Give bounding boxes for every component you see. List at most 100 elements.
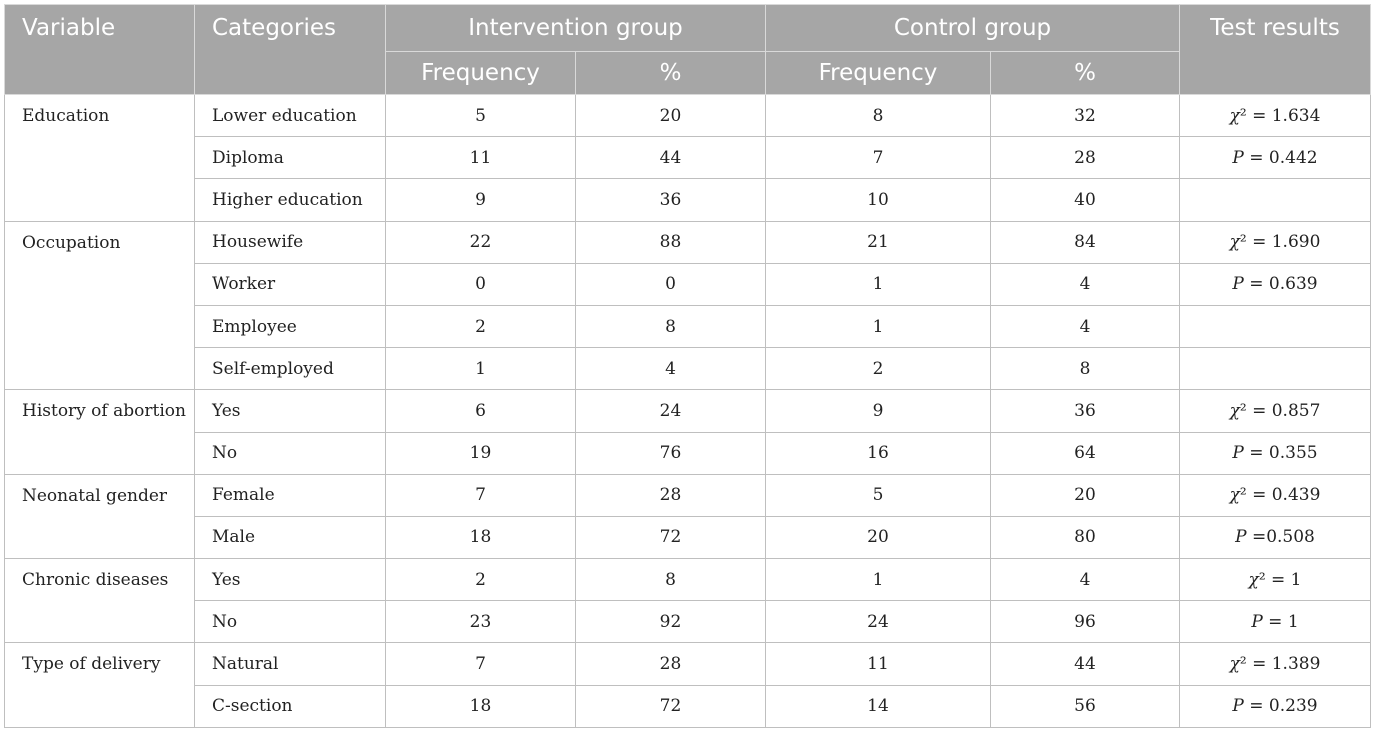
variable-cell: Occupation: [4, 220, 195, 391]
variable-cell: Type of delivery: [4, 642, 195, 728]
control-frequency-cell: 2: [765, 347, 991, 391]
control-percent-cell: 64: [990, 431, 1180, 475]
intervention-percent-cell: 44: [575, 136, 766, 180]
header-control-percent: %: [990, 51, 1180, 95]
control-percent-cell: 32: [990, 93, 1180, 138]
intervention-frequency-cell: 0: [385, 262, 576, 306]
variable-cell: Education: [4, 94, 195, 222]
test-result-cell: [1179, 347, 1371, 391]
control-frequency-cell: 1: [765, 558, 991, 602]
intervention-percent-cell: 88: [575, 220, 766, 264]
test-result-cell: [1179, 178, 1371, 222]
control-percent-cell: 8: [990, 347, 1180, 391]
intervention-percent-cell: 28: [575, 473, 766, 517]
category-cell: Yes: [194, 389, 386, 433]
header-intervention-frequency: Frequency: [385, 51, 576, 95]
category-cell: Housewife: [194, 220, 386, 264]
control-percent-cell: 40: [990, 178, 1180, 222]
header-control-group: Control group: [765, 4, 1180, 52]
category-cell: Lower education: [194, 93, 386, 138]
test-result-cell: χ² = 1: [1179, 558, 1371, 602]
control-percent-cell: 84: [990, 220, 1180, 264]
control-frequency-cell: 20: [765, 515, 991, 560]
table-row: Worker 0 0 1 4 P = 0.639: [5, 262, 1371, 306]
category-cell: No: [194, 431, 386, 475]
intervention-percent-cell: 8: [575, 558, 766, 602]
intervention-frequency-cell: 2: [385, 304, 576, 349]
variable-cell: Chronic diseases: [4, 558, 195, 644]
control-percent-cell: 80: [990, 515, 1180, 560]
intervention-percent-cell: 20: [575, 93, 766, 138]
test-result-cell: P = 0.239: [1179, 684, 1371, 728]
table-row: Occupation Housewife 22 88 21 84 χ² = 1.690: [4, 220, 1371, 391]
header-test-results: Test results: [1179, 4, 1371, 95]
control-frequency-cell: 10: [765, 178, 991, 222]
table-row: Self-employed 1 4 2 8: [5, 347, 1371, 391]
test-result-cell: χ² = 0.439: [1179, 473, 1371, 517]
control-percent-cell: 96: [990, 600, 1180, 644]
intervention-frequency-cell: 18: [385, 515, 576, 560]
test-result-cell: χ² = 1.690: [1179, 220, 1371, 264]
intervention-frequency-cell: 18: [385, 684, 576, 728]
intervention-percent-cell: 28: [575, 642, 766, 686]
category-cell: Diploma: [194, 136, 386, 180]
table-row: Male 18 72 20 80 P =0.508: [5, 515, 1371, 560]
control-percent-cell: 36: [990, 389, 1180, 433]
intervention-percent-cell: 92: [575, 600, 766, 644]
intervention-frequency-cell: 11: [385, 136, 576, 180]
control-frequency-cell: 7: [765, 136, 991, 180]
intervention-frequency-cell: 22: [385, 220, 576, 264]
control-frequency-cell: 21: [765, 220, 991, 264]
table-container: Variable Categories Intervention group C…: [4, 4, 1371, 728]
header-intervention-percent: %: [575, 51, 766, 95]
intervention-percent-cell: 36: [575, 178, 766, 222]
intervention-percent-cell: 24: [575, 389, 766, 433]
control-percent-cell: 56: [990, 684, 1180, 728]
test-result-cell: χ² = 1.389: [1179, 642, 1371, 686]
control-percent-cell: 28: [990, 136, 1180, 180]
control-percent-cell: 4: [990, 558, 1180, 602]
test-result-cell: [1179, 304, 1371, 349]
category-cell: C-section: [194, 684, 386, 728]
category-cell: Natural: [194, 642, 386, 686]
control-frequency-cell: 16: [765, 431, 991, 475]
intervention-frequency-cell: 5: [385, 93, 576, 138]
category-cell: Self-employed: [194, 347, 386, 391]
table-row: Education Lower education 5 20 8 32 χ² = 1.634: [4, 93, 1371, 222]
table-header: Variable Categories Intervention group C…: [4, 4, 1371, 95]
control-frequency-cell: 1: [765, 304, 991, 349]
header-control-frequency: Frequency: [765, 51, 991, 95]
category-cell: Employee: [194, 304, 386, 349]
control-frequency-cell: 1: [765, 262, 991, 306]
table-row: Chronic diseases Yes 2 8 1 4 χ² = 1: [4, 558, 1371, 644]
control-percent-cell: 44: [990, 642, 1180, 686]
intervention-frequency-cell: 2: [385, 558, 576, 602]
control-percent-cell: 4: [990, 304, 1180, 349]
category-cell: Yes: [194, 558, 386, 602]
table-row: Neonatal gender Female 7 28 5 20 χ² = 0.439: [4, 473, 1371, 560]
data-table: Variable Categories Intervention group C…: [4, 4, 1371, 728]
control-frequency-cell: 9: [765, 389, 991, 433]
table-row: Higher education 9 36 10 40: [5, 178, 1371, 222]
table-row: No 23 92 24 96 P = 1: [5, 600, 1371, 644]
table-body: Education Lower education 5 20 8 32 χ² = 1.634…: [4, 93, 1371, 728]
header-variable: Variable: [4, 4, 195, 95]
variable-cell: Neonatal gender: [4, 473, 195, 560]
control-percent-cell: 20: [990, 473, 1180, 517]
header-intervention-group: Intervention group: [385, 4, 766, 52]
intervention-frequency-cell: 7: [385, 473, 576, 517]
category-cell: Higher education: [194, 178, 386, 222]
intervention-percent-cell: 76: [575, 431, 766, 475]
intervention-frequency-cell: 7: [385, 642, 576, 686]
intervention-frequency-cell: 23: [385, 600, 576, 644]
test-result-cell: χ² = 0.857: [1179, 389, 1371, 433]
test-result-cell: P =0.508: [1179, 515, 1371, 560]
intervention-percent-cell: 72: [575, 684, 766, 728]
category-cell: Female: [194, 473, 386, 517]
intervention-percent-cell: 0: [575, 262, 766, 306]
intervention-percent-cell: 72: [575, 515, 766, 560]
intervention-frequency-cell: 6: [385, 389, 576, 433]
test-result-cell: P = 1: [1179, 600, 1371, 644]
header-categories: Categories: [194, 4, 386, 95]
category-cell: Male: [194, 515, 386, 560]
